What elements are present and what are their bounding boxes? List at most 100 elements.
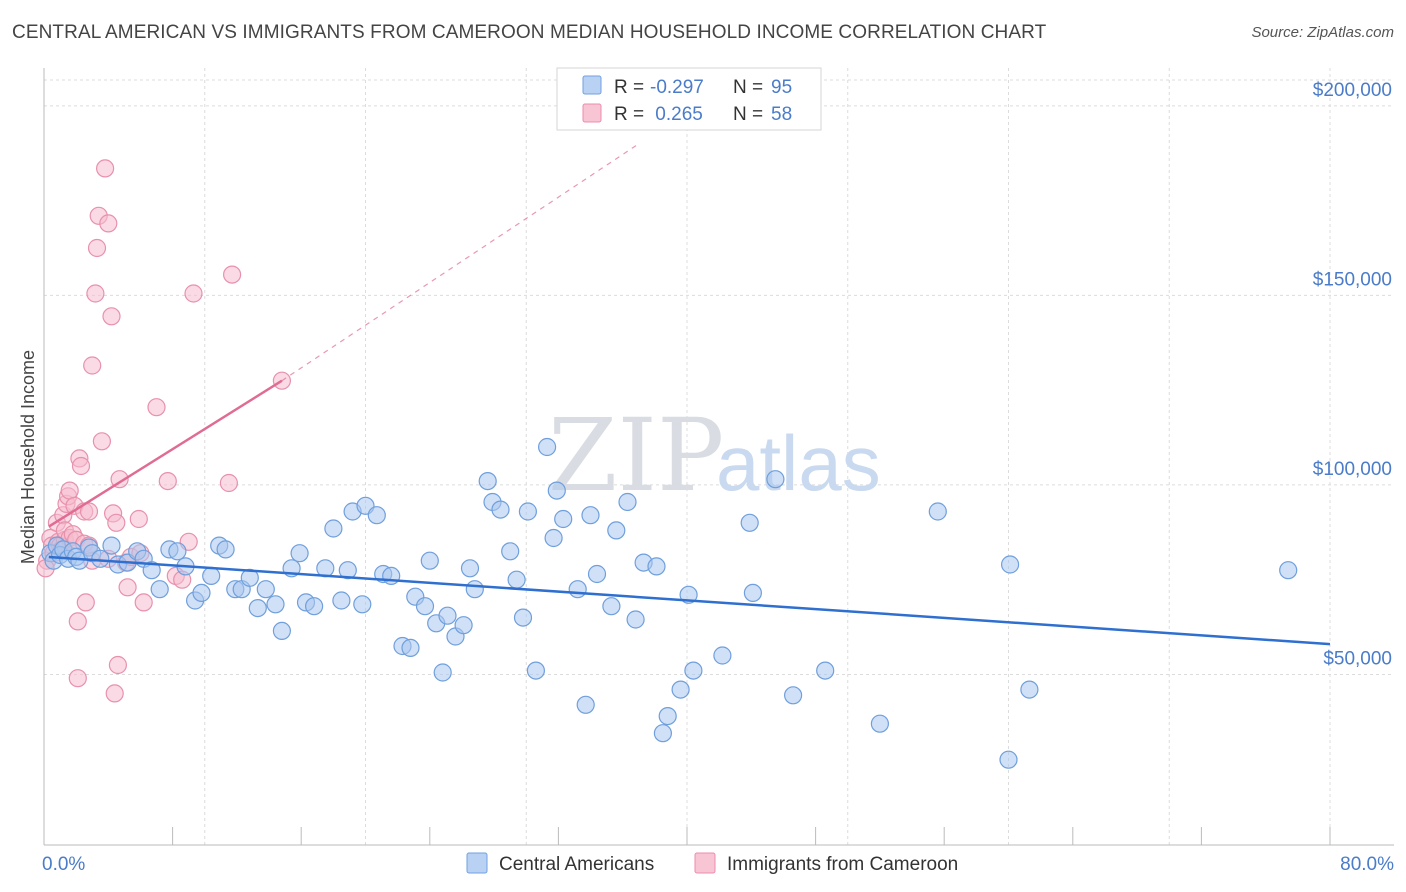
central-american-point-90	[766, 470, 785, 489]
trend-line-cameroon-extension	[281, 143, 640, 382]
cameroon-point-49	[158, 472, 177, 491]
y-tick-label-1: $100,000	[1313, 459, 1392, 480]
central-american-point-20	[168, 542, 187, 561]
central-american-point-37	[305, 597, 324, 616]
central-american-point-33	[272, 621, 291, 641]
stats-n-label-blue: N =	[733, 77, 763, 98]
central-american-point-45	[367, 506, 386, 525]
central-american-point-87	[713, 646, 732, 665]
cameroon-point-19	[68, 669, 87, 688]
central-american-point-78	[618, 492, 637, 512]
central-american-point-88	[740, 513, 759, 532]
central-american-point-83	[658, 706, 677, 726]
y-tick-labels: $50,000 $100,000 $150,000 $200,000	[1313, 80, 1392, 670]
central-american-point-57	[454, 616, 473, 635]
central-american-point-24	[202, 566, 221, 586]
central-american-point-74	[581, 506, 600, 525]
cameroon-point-55	[223, 265, 242, 284]
central-american-point-81	[647, 557, 666, 576]
central-american-point-58	[460, 559, 480, 578]
central-american-point-66	[518, 502, 538, 521]
central-american-point-73	[576, 695, 595, 714]
cameroon-point-21	[71, 456, 91, 476]
central-american-point-65	[513, 608, 533, 627]
central-american-point-67	[526, 661, 546, 680]
cameroon-point-40	[108, 655, 128, 675]
watermark: ZIP atlas	[548, 397, 881, 514]
y-tick-label-0: $50,000	[1323, 648, 1392, 669]
cameroon-point-13	[60, 481, 79, 500]
central-american-point-82	[653, 724, 673, 743]
central-american-point-35	[290, 544, 309, 563]
stats-swatch-blue	[582, 75, 602, 95]
central-american-point-68	[537, 437, 557, 457]
cameroon-point-29	[86, 284, 105, 303]
legend-swatch-cameroon	[694, 852, 716, 874]
stats-r-label-blue: R =	[614, 77, 644, 98]
central-american-point-97	[1020, 680, 1039, 699]
central-american-point-91	[783, 686, 803, 705]
central-american-point-32	[266, 595, 285, 614]
central-american-point-26	[216, 540, 235, 559]
central-american-point-31	[256, 580, 275, 599]
central-american-point-40	[332, 591, 351, 610]
cameroon-points	[36, 159, 291, 703]
y-axis-label: Median Household Income	[18, 350, 38, 564]
chart-title: CENTRAL AMERICAN VS IMMIGRANTS FROM CAME…	[12, 22, 1047, 43]
cameroon-point-54	[219, 473, 238, 493]
central-american-point-39	[324, 519, 343, 538]
central-american-point-64	[507, 570, 526, 589]
watermark-atlas: atlas	[716, 419, 881, 507]
central-american-point-63	[501, 542, 520, 561]
central-american-point-30	[248, 598, 267, 618]
stats-n-value-blue: 95	[771, 77, 792, 98]
stats-r-value-blue: -0.297	[650, 77, 704, 98]
y-tick-label-2: $150,000	[1313, 269, 1392, 290]
legend-label-central-americans: Central Americans	[499, 854, 654, 875]
x-ticks	[43, 827, 1331, 845]
cameroon-point-30	[87, 238, 107, 258]
cameroon-point-25	[79, 502, 99, 521]
cameroon-point-38	[105, 684, 124, 703]
central-american-point-29	[240, 568, 259, 587]
central-american-point-98	[1279, 561, 1298, 580]
cameroon-point-45	[129, 509, 148, 529]
central-american-point-96	[1000, 555, 1020, 574]
cameroon-point-36	[102, 307, 121, 326]
cameroon-point-33	[95, 159, 115, 178]
central-american-point-94	[928, 502, 947, 521]
central-american-point-59	[465, 580, 484, 599]
cameroon-point-47	[134, 593, 153, 612]
cameroon-point-18	[68, 612, 87, 631]
central-american-point-84	[671, 680, 690, 699]
central-american-point-52	[420, 551, 439, 570]
stats-swatch-pink	[582, 103, 602, 123]
watermark-zip: ZIP	[548, 397, 724, 514]
trend-line-central-americans	[48, 555, 1331, 646]
central-american-point-69	[544, 528, 563, 548]
central-american-point-89	[743, 583, 763, 603]
central-american-point-43	[353, 595, 372, 614]
central-american-point-55	[438, 606, 457, 625]
cameroon-point-43	[118, 578, 137, 597]
legend: Central Americans Immigrants from Camero…	[466, 852, 958, 875]
source-credit: Source: ZipAtlas.com	[1251, 24, 1394, 41]
central-american-point-86	[684, 661, 703, 680]
central-american-point-17	[142, 561, 161, 580]
cameroon-point-53	[184, 284, 203, 303]
stats-r-value-pink: 0.265	[650, 104, 703, 125]
legend-label-cameroon: Immigrants from Cameroon	[727, 854, 958, 875]
legend-swatch-central-americans	[466, 852, 488, 874]
trend-line-cameroon	[48, 379, 283, 528]
x-tick-label-min: 0.0%	[42, 854, 85, 875]
cameroon-point-27	[83, 356, 102, 375]
central-american-point-75	[587, 564, 607, 584]
cameroon-point-41	[110, 470, 129, 489]
central-american-point-76	[602, 597, 621, 616]
central-american-points	[41, 437, 1298, 769]
central-american-point-62	[491, 500, 510, 519]
central-american-point-60	[478, 472, 497, 491]
central-american-point-41	[338, 561, 357, 580]
stats-r-label-pink: R =	[614, 104, 644, 125]
